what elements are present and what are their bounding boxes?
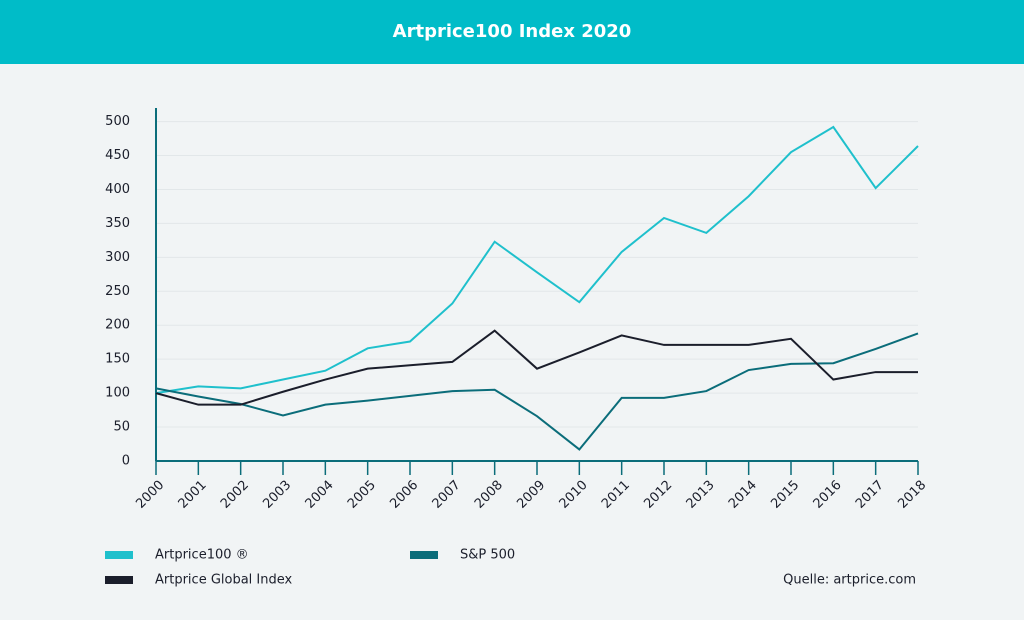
legend-label: S&P 500 <box>460 548 515 563</box>
y-tick-label: 500 <box>105 114 130 129</box>
legend-label: Artprice100 ® <box>155 548 249 563</box>
line-series <box>155 329 918 406</box>
source: Quelle: artprice.com <box>783 573 916 588</box>
line-series <box>155 125 919 395</box>
header-bar <box>0 0 1024 64</box>
y-tick-label: 200 <box>105 318 130 333</box>
y-tick-label: 50 <box>113 420 130 435</box>
legend-swatch <box>105 551 133 559</box>
legend-swatch <box>410 551 438 559</box>
y-tick-label: 450 <box>105 148 130 163</box>
y-tick-label: 250 <box>105 284 130 299</box>
y-tick-label: 0 <box>122 454 130 469</box>
y-tick-label: 300 <box>105 250 130 265</box>
legend-label: Artprice Global Index <box>155 573 293 588</box>
y-tick-label: 150 <box>105 352 130 367</box>
chart-title: Artprice100 Index 2020 <box>393 21 632 42</box>
legend-swatch <box>105 576 133 584</box>
y-tick-label: 350 <box>105 216 130 231</box>
y-tick-label: 400 <box>105 182 130 197</box>
line-series <box>155 332 919 451</box>
y-tick-label: 100 <box>105 386 130 401</box>
